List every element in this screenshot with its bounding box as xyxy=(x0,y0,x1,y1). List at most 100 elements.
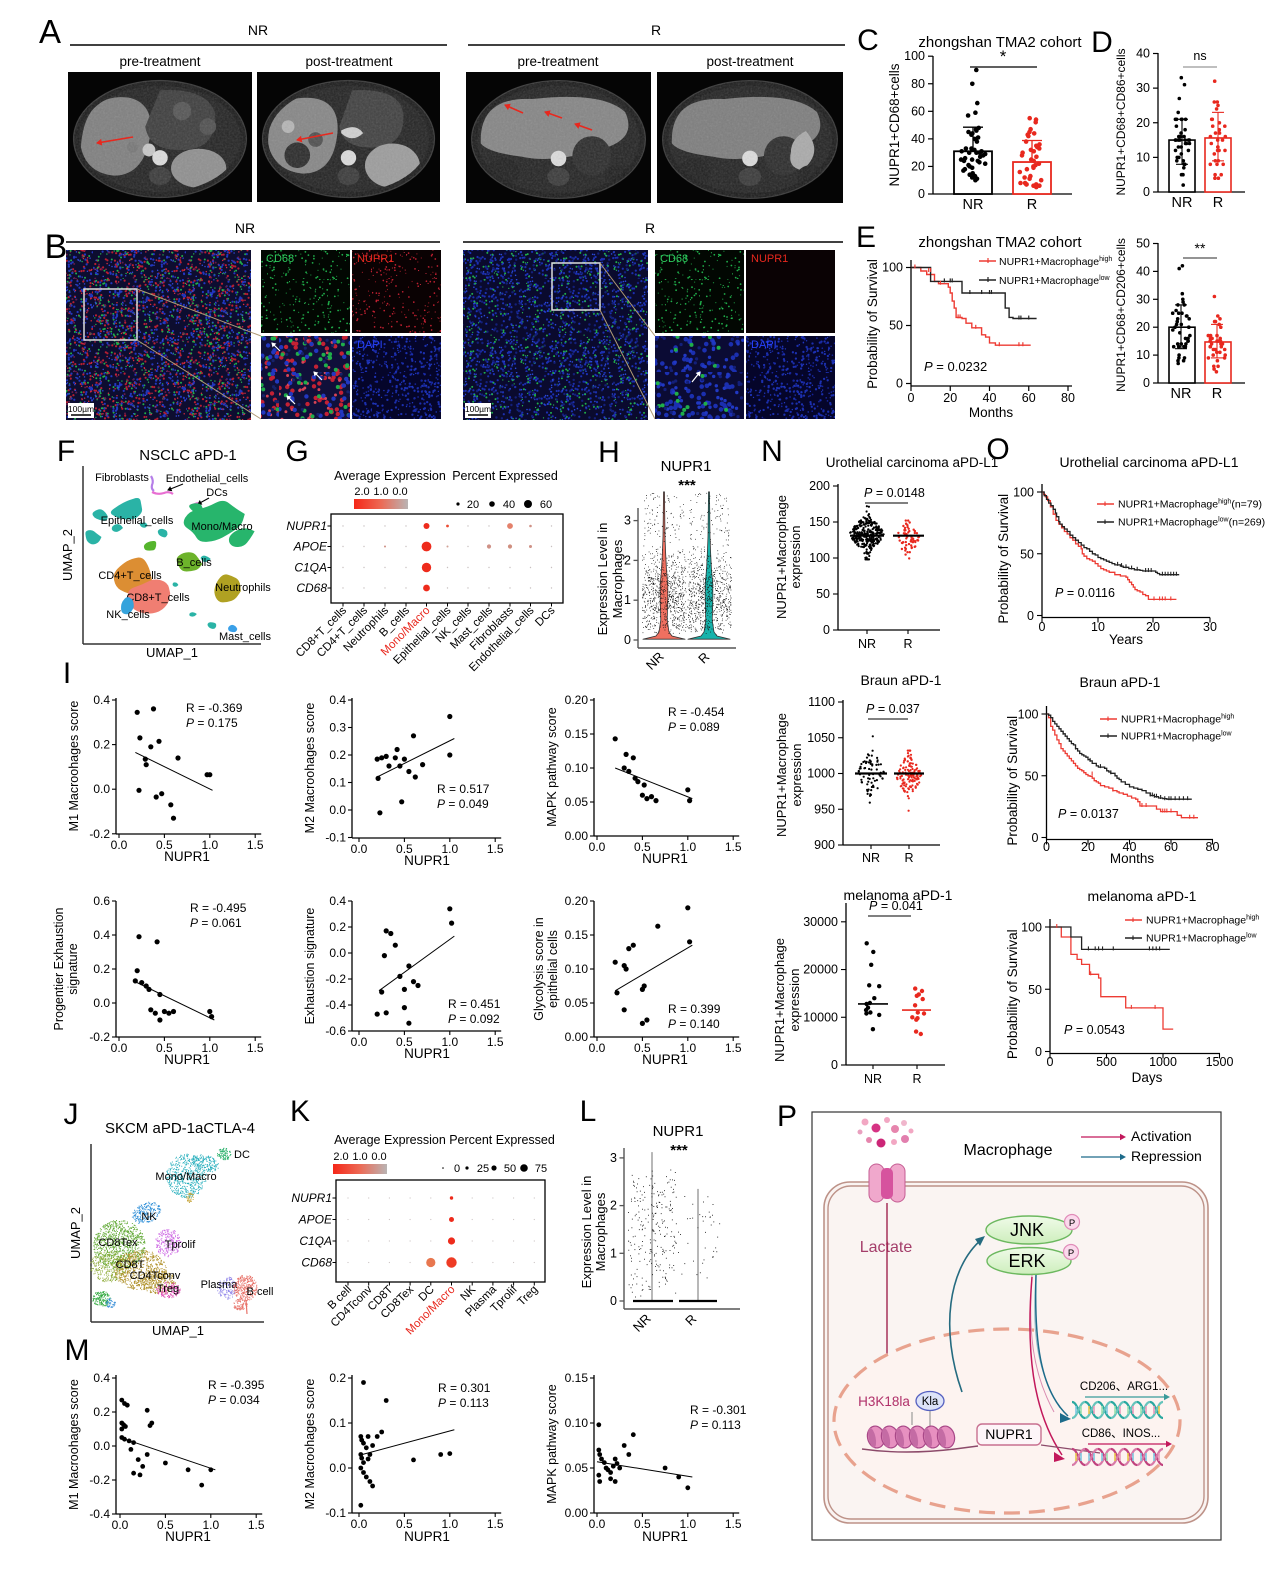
svg-text:1000: 1000 xyxy=(1149,1055,1177,1069)
svg-text:50: 50 xyxy=(504,1163,516,1175)
svg-text:100: 100 xyxy=(882,261,903,275)
svg-text:1.5: 1.5 xyxy=(248,1518,265,1532)
svg-text:Percent Expressed: Percent Expressed xyxy=(449,1133,555,1147)
svg-text:NUPR1: NUPR1 xyxy=(357,253,394,265)
svg-text:UMAP_1: UMAP_1 xyxy=(152,1323,204,1338)
svg-text:NR: NR xyxy=(235,220,255,236)
svg-text:NUPR1: NUPR1 xyxy=(164,1052,210,1067)
svg-text:pre-treatment: pre-treatment xyxy=(119,54,200,69)
svg-text:10000: 10000 xyxy=(803,1010,838,1024)
svg-text:2: 2 xyxy=(610,1199,617,1213)
svg-text:1.5: 1.5 xyxy=(487,1517,504,1531)
svg-text:P = 0.061: P = 0.061 xyxy=(190,916,242,930)
svg-text:0.4: 0.4 xyxy=(329,894,346,908)
svg-text:NUPR1+Macrophagelow(n=269): NUPR1+Macrophagelow(n=269) xyxy=(1118,517,1265,529)
svg-text:Fibroblasts: Fibroblasts xyxy=(95,472,149,484)
svg-text:DCs: DCs xyxy=(533,604,557,628)
svg-text:A: A xyxy=(39,13,61,50)
svg-text:50: 50 xyxy=(1025,769,1039,783)
svg-text:0.10: 0.10 xyxy=(565,1416,589,1430)
svg-text:0.0: 0.0 xyxy=(392,486,407,498)
svg-text:100: 100 xyxy=(809,551,830,565)
svg-text:10: 10 xyxy=(1136,348,1150,362)
svg-text:NR: NR xyxy=(858,637,876,651)
svg-text:1.0: 1.0 xyxy=(679,1041,696,1055)
svg-text:0.0: 0.0 xyxy=(351,1035,368,1049)
svg-text:500: 500 xyxy=(1096,1055,1117,1069)
svg-text:Treg: Treg xyxy=(157,1283,179,1295)
svg-text:NUPR1+Macrophagehigh: NUPR1+Macrophagehigh xyxy=(999,256,1112,268)
svg-text:APOE: APOE xyxy=(293,540,328,554)
svg-text:NUPR1: NUPR1 xyxy=(985,1426,1033,1442)
svg-text:P: P xyxy=(1069,1218,1075,1229)
svg-text:R: R xyxy=(1213,195,1223,211)
svg-text:UMAP_1: UMAP_1 xyxy=(146,645,198,660)
svg-text:P = 0.034: P = 0.034 xyxy=(208,1393,260,1407)
svg-text:1.0: 1.0 xyxy=(373,486,388,498)
svg-text:NK: NK xyxy=(141,1211,157,1223)
svg-text:melanoma aPD-1: melanoma aPD-1 xyxy=(844,887,953,903)
svg-text:Glycolysis score in: Glycolysis score in xyxy=(532,917,546,1021)
svg-text:NUPR1: NUPR1 xyxy=(642,1052,688,1067)
svg-text:10: 10 xyxy=(1091,620,1105,634)
svg-text:100: 100 xyxy=(1018,708,1039,722)
svg-text:O: O xyxy=(986,433,1009,466)
svg-text:NUPR1+Macrophage: NUPR1+Macrophage xyxy=(772,938,787,1062)
svg-text:0.5: 0.5 xyxy=(634,840,651,854)
svg-text:2: 2 xyxy=(624,553,631,567)
svg-text:1100: 1100 xyxy=(808,695,835,709)
svg-text:0: 0 xyxy=(1035,1045,1042,1059)
svg-text:0: 0 xyxy=(918,187,925,201)
svg-text:0.20: 0.20 xyxy=(565,894,589,908)
svg-text:P = 0.0232: P = 0.0232 xyxy=(924,359,987,374)
svg-text:Braun aPD-1: Braun aPD-1 xyxy=(861,672,942,688)
svg-text:P = 0.140: P = 0.140 xyxy=(668,1017,720,1031)
svg-text:0: 0 xyxy=(1039,620,1046,634)
svg-text:1.5: 1.5 xyxy=(725,840,742,854)
svg-text:Days: Days xyxy=(1132,1070,1163,1085)
svg-text:0.5: 0.5 xyxy=(156,838,173,852)
svg-text:1.0: 1.0 xyxy=(441,1035,458,1049)
svg-text:0.4: 0.4 xyxy=(93,693,110,707)
svg-text:40: 40 xyxy=(1136,264,1150,278)
svg-text:P = 0.089: P = 0.089 xyxy=(668,720,720,734)
svg-text:0.5: 0.5 xyxy=(396,1035,413,1049)
svg-text:DAPI: DAPI xyxy=(357,339,383,351)
svg-text:ns: ns xyxy=(1193,49,1206,63)
svg-text:0.5: 0.5 xyxy=(156,1041,173,1055)
svg-text:Percent Expressed: Percent Expressed xyxy=(452,469,558,483)
svg-text:1.5: 1.5 xyxy=(725,1041,742,1055)
svg-text:H: H xyxy=(598,436,620,469)
svg-text:1.0: 1.0 xyxy=(352,1151,367,1163)
svg-text:0.10: 0.10 xyxy=(565,962,589,976)
svg-text:M: M xyxy=(65,1334,90,1367)
svg-text:100µm: 100µm xyxy=(465,404,491,414)
svg-text:R: R xyxy=(903,637,912,651)
svg-text:P: P xyxy=(777,1100,797,1133)
svg-text:0.4: 0.4 xyxy=(93,928,110,942)
svg-text:NUPR1+Macrophagelow: NUPR1+Macrophagelow xyxy=(1121,731,1233,743)
svg-text:DAPI: DAPI xyxy=(751,339,777,351)
svg-text:R: R xyxy=(1027,197,1037,213)
svg-text:APOE: APOE xyxy=(298,1213,333,1227)
svg-text:NR: NR xyxy=(1171,386,1192,402)
svg-text:0.2: 0.2 xyxy=(329,748,346,762)
svg-text:20000: 20000 xyxy=(803,963,838,977)
svg-text:50: 50 xyxy=(889,319,903,333)
svg-text:Epithelial_cells: Epithelial_cells xyxy=(101,515,174,527)
svg-text:CD86、INOS...: CD86、INOS... xyxy=(1082,1428,1161,1440)
svg-text:G: G xyxy=(285,435,308,468)
svg-text:NR: NR xyxy=(864,1072,882,1086)
svg-text:60: 60 xyxy=(911,104,925,118)
svg-text:Macrophage: Macrophage xyxy=(964,1142,1053,1159)
svg-text:-0.6: -0.6 xyxy=(325,1024,346,1038)
svg-text:100µm: 100µm xyxy=(68,404,94,414)
svg-text:0.0: 0.0 xyxy=(351,1517,368,1531)
svg-text:20: 20 xyxy=(943,391,957,405)
svg-text:C1QA: C1QA xyxy=(294,561,327,575)
svg-text:JNK: JNK xyxy=(1010,1220,1044,1240)
svg-text:Macrophages: Macrophages xyxy=(610,539,625,618)
svg-text:2.0: 2.0 xyxy=(354,486,369,498)
svg-text:Months: Months xyxy=(969,405,1014,420)
svg-text:CD206、ARG1...: CD206、ARG1... xyxy=(1080,1381,1168,1393)
